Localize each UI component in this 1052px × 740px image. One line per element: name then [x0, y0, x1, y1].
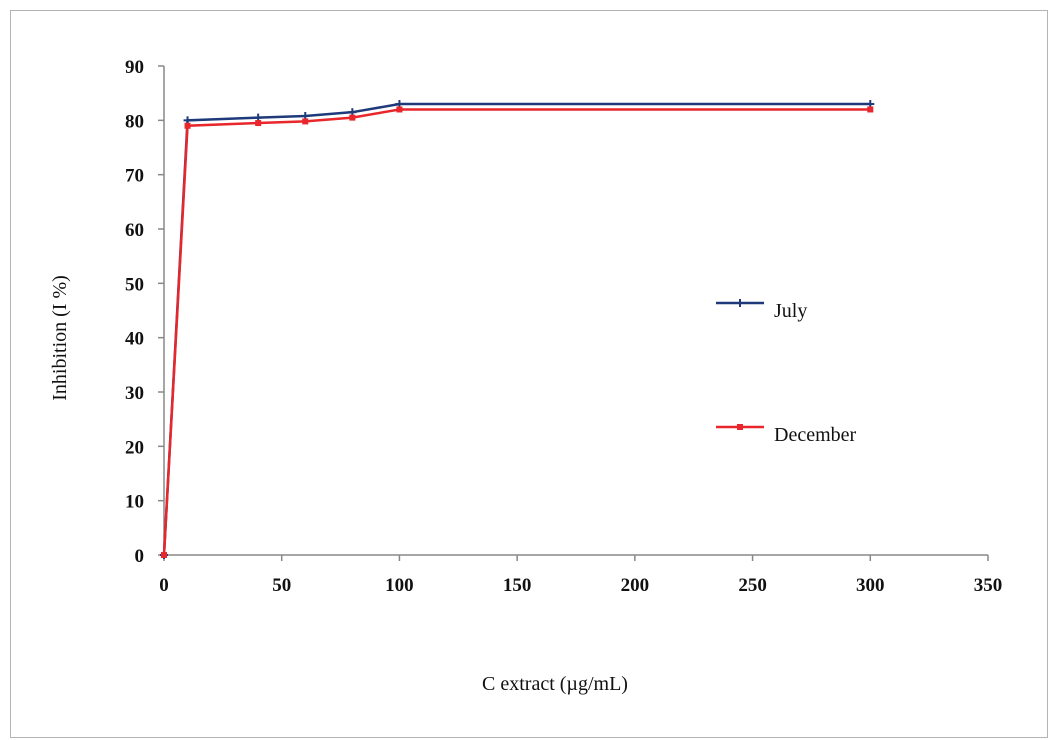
series-lines: [160, 100, 875, 559]
legend: July December: [716, 299, 857, 446]
y-tick-label: 30: [125, 383, 144, 404]
y-tick-label: 10: [125, 492, 144, 513]
data-point: [867, 106, 874, 113]
series-line-july: [162, 102, 871, 556]
x-axis-title: C extract (µg/mL): [482, 673, 628, 695]
x-tick-label: 200: [621, 575, 650, 596]
x-tick-label: 50: [272, 575, 291, 596]
data-point: [302, 118, 309, 125]
x-tick-label: 250: [738, 575, 767, 596]
data-point: [396, 106, 403, 113]
y-tick-label: 50: [125, 274, 144, 295]
y-tick-label: 20: [125, 437, 144, 458]
x-tick-label: 150: [503, 575, 532, 596]
data-point: [184, 122, 191, 129]
legend-label-december: December: [774, 424, 857, 446]
axes: 0 50 100 150 200 250 300 350 0 10 20 30 40 50 60 70 80 90: [125, 57, 1002, 596]
x-tick-label: 300: [856, 575, 885, 596]
x-tick-label: 100: [385, 575, 414, 596]
y-tick-label: 40: [125, 329, 144, 350]
y-axis-title: Inhibition (I %): [49, 275, 71, 401]
chart-frame: [10, 10, 1048, 738]
y-tick-label: 60: [125, 220, 144, 241]
data-point: [161, 552, 167, 558]
series-line-december: [162, 108, 871, 556]
data-point: [349, 114, 356, 121]
y-tick-label: 70: [125, 166, 144, 187]
y-tick-label: 90: [125, 57, 144, 78]
x-tick-label: 0: [159, 575, 169, 596]
data-point: [255, 120, 262, 127]
y-tick-label: 0: [135, 546, 145, 567]
x-tick-label: 350: [974, 575, 1003, 596]
legend-marker: [737, 424, 743, 430]
legend-label-july: July: [774, 300, 807, 322]
y-tick-label: 80: [125, 111, 144, 132]
